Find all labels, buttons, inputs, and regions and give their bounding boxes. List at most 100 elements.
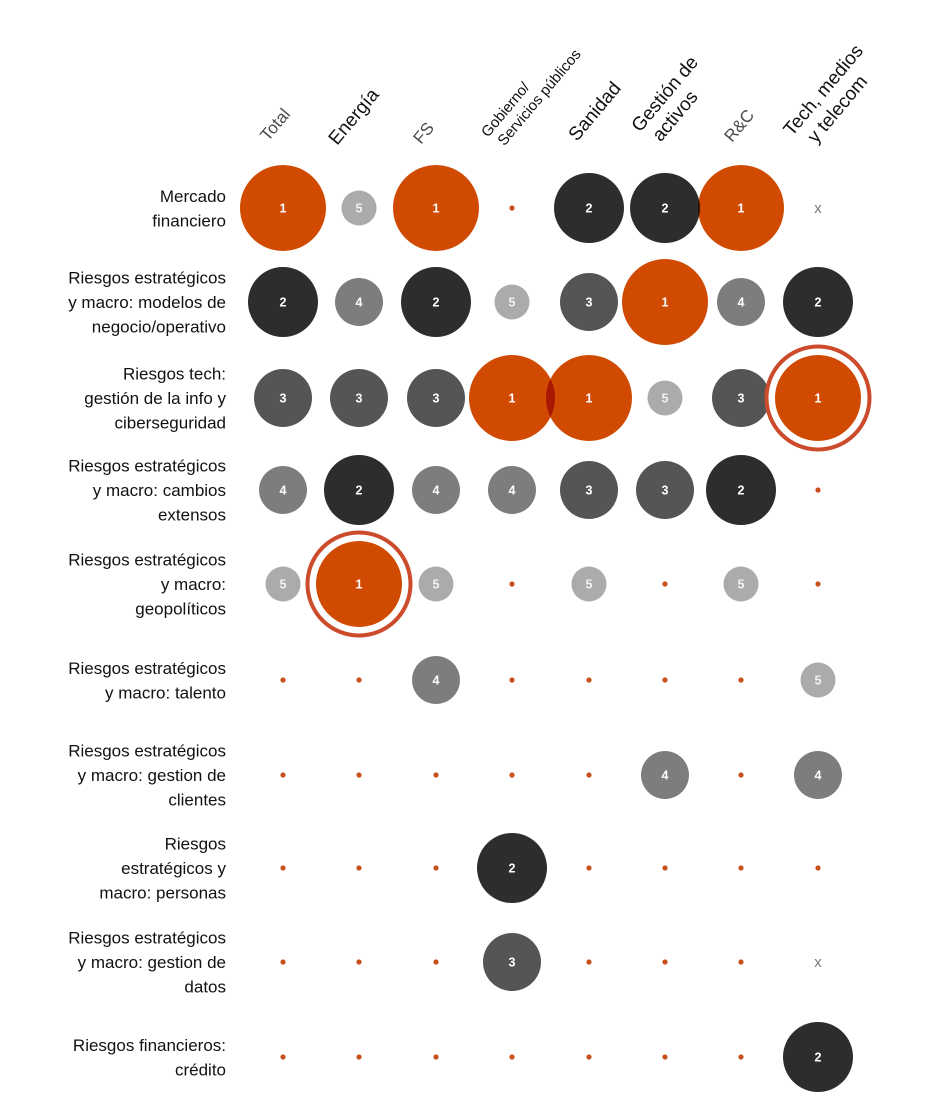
rank-3-bubble (712, 369, 770, 427)
row-label: Riesgos estratégicos y macro: gestion de d… (68, 929, 226, 997)
rank-label: 4 (815, 769, 822, 783)
row-label: Riesgos estratégicos y macro: gestion de c… (68, 742, 226, 810)
rank-5-bubble (723, 566, 759, 602)
not-ranked-dot (280, 865, 286, 871)
row-label: Riesgos tech: gestión de la info y ciberse… (84, 365, 226, 433)
rank-label: 1 (662, 296, 669, 310)
not-ranked-dot (738, 677, 744, 683)
x-mark: x (814, 200, 822, 217)
not-ranked-dot (815, 865, 821, 871)
not-ranked-dot (509, 205, 515, 211)
rank-2-bubble (554, 173, 624, 243)
rank-label: 2 (738, 484, 745, 498)
column-header-gestion-de-activos: Gestión deactivos (628, 52, 720, 150)
not-ranked-dot (815, 487, 821, 493)
row-label-line: macro: personas (99, 884, 226, 903)
row-label-line: geopolíticos (135, 600, 226, 619)
rank-label: 4 (356, 296, 363, 310)
not-ranked-dot (509, 581, 515, 587)
row-label-line: Riesgos estratégicos (68, 929, 226, 948)
row-label-line: negocio/operativo (92, 318, 226, 337)
not-ranked-dot (586, 772, 592, 778)
rank-5-bubble (647, 380, 683, 416)
rank-3-bubble (330, 369, 388, 427)
rank-3-bubble (560, 273, 618, 331)
rank-3-bubble (483, 933, 541, 991)
row-label-line: y macro: cambios (93, 481, 226, 500)
rank-1-bubble (240, 165, 326, 251)
not-ranked-dot (662, 959, 668, 965)
rank-label: 2 (815, 296, 822, 310)
column-header-r-c: R&C (721, 106, 759, 146)
row-label-line: ciberseguridad (114, 414, 226, 433)
not-ranked-dot (509, 772, 515, 778)
rank-1-bubble (316, 541, 402, 627)
not-ranked-dot (586, 1054, 592, 1060)
not-ranked-dot (738, 1054, 744, 1060)
rank-4-bubble (717, 278, 765, 326)
row-label-line: crédito (175, 1060, 226, 1079)
rank-label: 3 (433, 392, 440, 406)
not-ranked-dot (280, 1054, 286, 1060)
rank-label: 3 (509, 956, 516, 970)
rank-label: 3 (586, 296, 593, 310)
row-label-line: estratégicos y (121, 859, 226, 878)
row-label-line: Riesgos estratégicos (68, 659, 226, 678)
not-ranked-dot (433, 959, 439, 965)
rank-label: 5 (586, 578, 593, 592)
column-header-line: Energía (325, 84, 384, 149)
rank-1-bubble (698, 165, 784, 251)
column-header-tech-medios-y-telecom: Tech, mediosy telecom (780, 41, 886, 155)
rank-label: 1 (433, 202, 440, 216)
not-ranked-dot (280, 959, 286, 965)
rank-2-bubble (477, 833, 547, 903)
not-ranked-dot (586, 677, 592, 683)
rank-3-bubble (407, 369, 465, 427)
not-ranked-dot (280, 677, 286, 683)
column-header-line: Total (257, 105, 295, 145)
column-header-fs: FS (410, 119, 439, 148)
not-ranked-dot (356, 677, 362, 683)
row-label-line: Riesgos (165, 835, 226, 854)
rank-1-bubble (775, 355, 861, 441)
rank-3-bubble (254, 369, 312, 427)
rank-3-bubble (560, 461, 618, 519)
row-label-line: Riesgos estratégicos (68, 742, 226, 761)
not-ranked-dot (738, 959, 744, 965)
rank-label: 3 (356, 392, 363, 406)
row-label-line: Mercado (160, 187, 226, 206)
row-label-line: y macro: modelos de (68, 293, 226, 312)
not-ranked-dot (738, 865, 744, 871)
column-header-line: Sanidad (565, 78, 626, 145)
not-ranked-dot (586, 959, 592, 965)
rank-label: 4 (662, 769, 669, 783)
rank-label: 2 (280, 296, 287, 310)
rank-label: 2 (356, 484, 363, 498)
not-ranked-dot (509, 677, 515, 683)
bubble-marks (240, 165, 872, 1092)
rank-label: 4 (433, 484, 440, 498)
rank-4-bubble (335, 278, 383, 326)
rank-label: 3 (662, 484, 669, 498)
rank-label: 2 (433, 296, 440, 310)
rank-4-bubble (794, 751, 842, 799)
rank-label: 3 (280, 392, 287, 406)
row-label: Riesgos estratégicos y macro: modelos de n… (68, 269, 226, 337)
rank-4-bubble (412, 656, 460, 704)
rank-label: 1 (815, 392, 822, 406)
rank-2-bubble (783, 1022, 853, 1092)
rank-2-bubble (783, 267, 853, 337)
rank-label: 1 (356, 578, 363, 592)
row-label-line: y macro: gestion de (78, 953, 226, 972)
rank-4-bubble (488, 466, 536, 514)
not-ranked-dot (662, 1054, 668, 1060)
not-ranked-dot (356, 772, 362, 778)
rank-2-bubble (401, 267, 471, 337)
column-header-sanidad: Sanidad (565, 78, 626, 145)
not-ranked-dot (356, 1054, 362, 1060)
not-ranked-dot (662, 677, 668, 683)
rank-5-bubble (265, 566, 301, 602)
rank-label: 4 (509, 484, 516, 498)
row-label-line: Riesgos tech: (123, 365, 226, 384)
